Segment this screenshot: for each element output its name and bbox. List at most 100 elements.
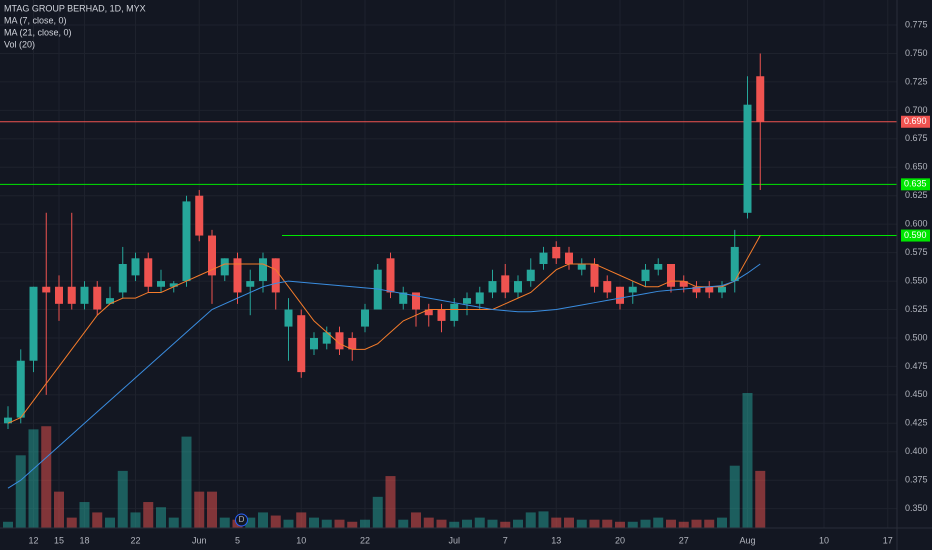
candle-body (93, 286, 102, 310)
level-tag (901, 229, 930, 242)
y-tick-label: 0.625 (905, 190, 928, 200)
x-tick-label: 18 (79, 535, 89, 545)
candle-body (144, 258, 153, 287)
candle-body (463, 298, 471, 304)
volume-bar (704, 519, 715, 528)
volume-bar (270, 515, 281, 528)
candle-body (577, 264, 586, 270)
candle-body (195, 195, 204, 236)
volume-bar (755, 470, 766, 528)
x-tick-label: 10 (296, 535, 306, 545)
ma-line (7, 263, 761, 489)
y-tick-label: 0.575 (905, 247, 928, 257)
x-tick-label: 17 (883, 535, 893, 545)
event-label: D (239, 515, 245, 524)
volume-bar (194, 491, 205, 528)
volume-bar (245, 517, 256, 528)
volume-bar (538, 511, 549, 528)
volume-bar (449, 521, 460, 528)
volume-bar (564, 517, 574, 528)
y-tick-label: 0.525 (905, 304, 928, 314)
level-label: 0.590 (904, 230, 927, 240)
candle-body (526, 269, 535, 282)
candle-body (67, 286, 76, 304)
candle-body (373, 269, 382, 310)
level-tag (901, 178, 930, 191)
candle-body (501, 275, 510, 293)
volume-bar (130, 512, 141, 528)
volume-bar (742, 393, 753, 528)
volume-bar (615, 521, 625, 528)
candle-body (475, 292, 484, 304)
candle-body (118, 264, 127, 293)
volume-bar (474, 517, 485, 528)
candle-body (730, 246, 739, 282)
candle-body (16, 360, 25, 418)
volume-bar (436, 519, 447, 528)
candle-body (169, 283, 178, 287)
x-tick-label: Jul (448, 535, 460, 545)
candle-body (667, 264, 675, 287)
volume-bar (258, 512, 268, 528)
volume-bar (105, 517, 115, 528)
candle-body (182, 201, 191, 282)
volume-bar (551, 517, 562, 528)
y-tick-label: 0.550 (905, 275, 928, 285)
candle-body (386, 258, 395, 293)
volume-bar (321, 519, 332, 528)
candle-body (603, 281, 612, 293)
candle-body (399, 292, 408, 304)
candle-body (29, 286, 38, 361)
volume-bar (28, 429, 39, 528)
indicator-label: MA (21, close, 0) (4, 27, 72, 37)
volume-bar (207, 491, 217, 528)
candle-body (692, 286, 701, 293)
candle-body (412, 292, 420, 310)
candle-body (565, 252, 573, 264)
candle-body (297, 315, 306, 373)
x-tick-label: 20 (615, 535, 625, 545)
level-label: 0.635 (904, 179, 927, 189)
x-tick-label: 7 (503, 535, 508, 545)
candle-body (233, 258, 242, 293)
candle-body (259, 258, 267, 282)
y-tick-label: 0.475 (905, 361, 928, 371)
volume-bar (66, 517, 77, 528)
candle-body (284, 309, 293, 327)
volume-bar (627, 521, 638, 528)
y-tick-label: 0.600 (905, 219, 928, 229)
volume-bar (168, 517, 179, 528)
candle-body (361, 309, 369, 327)
volume-bar (54, 491, 64, 528)
x-tick-label: 15 (54, 535, 64, 545)
candle-body (552, 246, 561, 259)
volume-bar (666, 519, 676, 528)
level-tag (901, 115, 930, 128)
volume-bar (347, 521, 358, 528)
y-tick-label: 0.775 (905, 19, 928, 29)
volume-bar (691, 519, 702, 528)
volume-bar (309, 517, 319, 528)
candle-body (4, 417, 12, 424)
volume-bar (143, 502, 154, 528)
candle-body (220, 258, 229, 276)
candle-body (55, 286, 63, 304)
volume-bar (640, 519, 651, 528)
candle-body (131, 258, 140, 276)
candle-body (743, 104, 752, 213)
candle-body (348, 337, 357, 350)
indicator-label: MA (7, close, 0) (4, 15, 67, 25)
volume-bar (79, 502, 90, 528)
x-tick-label: 13 (551, 535, 561, 545)
candle-body (42, 286, 51, 293)
volume-bar (41, 426, 52, 528)
candle-body (539, 252, 548, 264)
y-tick-label: 0.500 (905, 332, 928, 342)
x-tick-label: Aug (739, 535, 755, 545)
volume-bar (500, 521, 511, 528)
volume-pane (3, 393, 766, 528)
candle-body (246, 281, 255, 287)
y-tick-label: 0.375 (905, 475, 928, 485)
